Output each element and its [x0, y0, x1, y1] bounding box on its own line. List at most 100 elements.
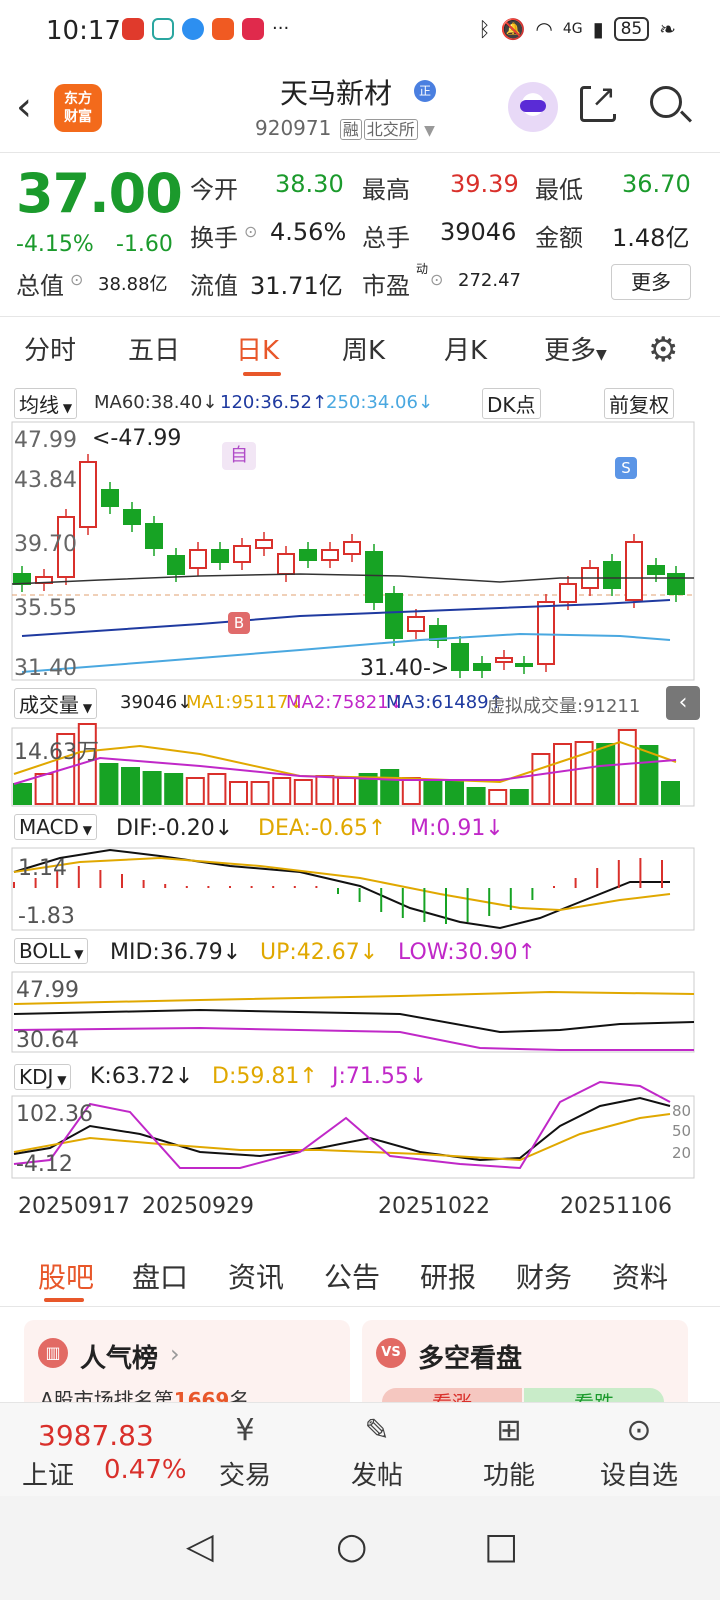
- dropdown-icon: ▼: [70, 947, 84, 961]
- dk-point-select[interactable]: DK点: [482, 388, 541, 419]
- collapse-panel-icon[interactable]: ‹: [666, 686, 700, 720]
- tab-daily-k[interactable]: 日K: [236, 336, 280, 366]
- tab-weekly-k[interactable]: 周K: [342, 336, 386, 366]
- more-notifications-icon: ···: [272, 18, 290, 39]
- turnover-label: 换手: [190, 224, 238, 252]
- candle-body: [407, 616, 425, 632]
- ma-select[interactable]: 均线 ▼: [14, 388, 78, 419]
- candle-body: [385, 593, 403, 639]
- dropdown-icon[interactable]: ▼: [424, 123, 435, 139]
- tab-monthly-k[interactable]: 月K: [444, 336, 488, 366]
- dropdown-icon: ▼: [78, 823, 92, 837]
- amount-label: 金额: [535, 224, 583, 252]
- popularity-card[interactable]: ▥ 人气榜 › A股市场排名第1669名: [24, 1320, 350, 1412]
- boll-up: UP:42.67↓: [260, 940, 379, 965]
- more-button[interactable]: 更多: [611, 264, 691, 300]
- virtual-volume: 虚拟成交量:91211: [487, 696, 641, 717]
- candle-body: [537, 601, 555, 665]
- index-name[interactable]: 上证: [22, 1461, 75, 1491]
- candle-body: [123, 509, 141, 525]
- add-watchlist-button[interactable]: ⊙ 设自选: [594, 1411, 684, 1492]
- more-circle-icon: ⊙: [626, 1413, 652, 1448]
- ma250-value: 250:34.06↓: [326, 392, 434, 413]
- info-icon[interactable]: ⊙: [244, 222, 258, 241]
- leaf-icon: ❧: [659, 17, 676, 41]
- volume-bar: [401, 777, 421, 805]
- tab-intraday[interactable]: 分时: [24, 336, 77, 366]
- tab-finance[interactable]: 财务: [516, 1261, 573, 1294]
- eastmoney-logo[interactable]: 东方 财富: [54, 84, 102, 132]
- notification-icons: ···: [122, 18, 289, 40]
- volume-bar: [617, 729, 637, 805]
- candle-body: [559, 583, 577, 603]
- price-axis-label: 39.70: [14, 532, 77, 557]
- macd-dif: DIF:-0.20↓: [116, 816, 234, 841]
- stock-code: 920971: [255, 116, 332, 140]
- volume-bar: [466, 787, 486, 805]
- info-icon[interactable]: ⊙: [430, 270, 444, 289]
- back-button[interactable]: ‹: [16, 84, 32, 130]
- nav-back-icon[interactable]: ◁: [186, 1526, 214, 1567]
- kdj-select[interactable]: KDJ ▼: [14, 1064, 72, 1090]
- fuquan-select[interactable]: 前复权: [604, 388, 674, 419]
- registration-badge: 正: [414, 80, 436, 102]
- tab-guba[interactable]: 股吧: [38, 1261, 95, 1294]
- candle-body: [145, 523, 163, 549]
- volume-label: 总手: [362, 224, 410, 252]
- gear-icon[interactable]: ⚙: [648, 330, 679, 370]
- index-value[interactable]: 3987.83: [38, 1419, 154, 1452]
- tab-news[interactable]: 资讯: [228, 1261, 285, 1294]
- functions-button[interactable]: ⊞ 功能: [464, 1411, 554, 1492]
- kdj-axis-label: -4.12: [16, 1152, 73, 1177]
- battery-level: 85: [613, 17, 650, 41]
- stock-header: ‹ 东方 财富 天马新材 正 920971 融北交所 ▼: [0, 64, 720, 152]
- kdj-ref-50: 50: [672, 1122, 692, 1140]
- boll-low: LOW:30.90↑: [398, 940, 537, 965]
- volume-select[interactable]: 成交量 ▼: [14, 688, 98, 719]
- post-button[interactable]: ✎ 发帖: [332, 1411, 422, 1492]
- volume-bar: [423, 781, 443, 805]
- ai-assistant-icon[interactable]: [508, 82, 558, 132]
- info-icon[interactable]: ⊙: [70, 270, 84, 289]
- feature-cards: ▥ 人气榜 › A股市场排名第1669名 VS 多空看盘 看涨 看跌: [0, 1312, 720, 1418]
- tab-pankou[interactable]: 盘口: [132, 1261, 189, 1294]
- tab-profile[interactable]: 资料: [612, 1261, 669, 1294]
- boll-up-line: [13, 990, 695, 1005]
- bull-bear-card[interactable]: VS 多空看盘 看涨 看跌: [362, 1320, 688, 1418]
- boll-mid-line: [13, 1008, 695, 1034]
- volume-bar: [272, 777, 292, 805]
- index-change[interactable]: 0.47%: [104, 1455, 187, 1485]
- nav-recent-icon[interactable]: □: [484, 1526, 519, 1567]
- tab-more[interactable]: 更多▼: [544, 336, 607, 366]
- kdj-frame: [11, 1095, 695, 1179]
- mute-icon: 🔕: [500, 17, 526, 41]
- date-label: 20250929: [142, 1194, 254, 1219]
- candle-body: [79, 461, 97, 528]
- candle-body: [13, 573, 31, 585]
- kdj-j-line: [13, 1080, 671, 1170]
- marker-buy[interactable]: B: [228, 612, 250, 634]
- turnover-value: 4.56%: [270, 218, 347, 246]
- kdj-d-line: [13, 1113, 671, 1162]
- marker-self[interactable]: 自: [222, 442, 256, 470]
- nav-home-icon[interactable]: ○: [336, 1526, 368, 1567]
- max-price-label: <-47.99: [92, 426, 182, 451]
- open-label: 今开: [190, 176, 238, 204]
- kdj-j: J:71.55↓: [332, 1064, 428, 1089]
- vs-icon: VS: [376, 1338, 406, 1368]
- search-icon[interactable]: [650, 86, 682, 118]
- share-icon[interactable]: [580, 79, 617, 122]
- candle-body: [451, 643, 469, 671]
- marker-sell[interactable]: S: [615, 457, 637, 479]
- macd-select[interactable]: MACD ▼: [14, 814, 97, 840]
- kdj-ref-20: 20: [672, 1144, 692, 1162]
- tab-research[interactable]: 研报: [420, 1261, 477, 1294]
- tab-five-day[interactable]: 五日: [128, 336, 181, 366]
- boll-select[interactable]: BOLL ▼: [14, 938, 89, 964]
- volume-bar: [207, 773, 227, 805]
- trade-button[interactable]: ¥ 交易: [200, 1411, 290, 1492]
- edit-icon: ✎: [364, 1413, 390, 1448]
- volume-axis-label: 14.63万: [14, 740, 99, 765]
- tab-announcements[interactable]: 公告: [324, 1261, 381, 1294]
- kline-svg[interactable]: [0, 382, 720, 1232]
